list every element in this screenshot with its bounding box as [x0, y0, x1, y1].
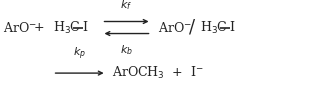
- Text: I: I: [83, 21, 88, 34]
- Text: ArO$^{-}$: ArO$^{-}$: [3, 21, 37, 34]
- Text: $k_\mathregular{f}$: $k_\mathregular{f}$: [121, 0, 133, 12]
- Text: /: /: [189, 18, 195, 37]
- Text: $k_\mathregular{b}$: $k_\mathregular{b}$: [120, 43, 133, 57]
- Text: H$_3$C: H$_3$C: [200, 19, 228, 36]
- Text: $+$: $+$: [33, 21, 44, 34]
- Text: I: I: [230, 21, 235, 34]
- Text: ArOCH$_3$  $+$  I$^{-}$: ArOCH$_3$ $+$ I$^{-}$: [112, 65, 203, 81]
- Text: $k_\mathregular{p}$: $k_\mathregular{p}$: [73, 46, 86, 62]
- Text: ArO$^{-}$: ArO$^{-}$: [158, 21, 192, 34]
- Text: H$_3$C: H$_3$C: [53, 19, 81, 36]
